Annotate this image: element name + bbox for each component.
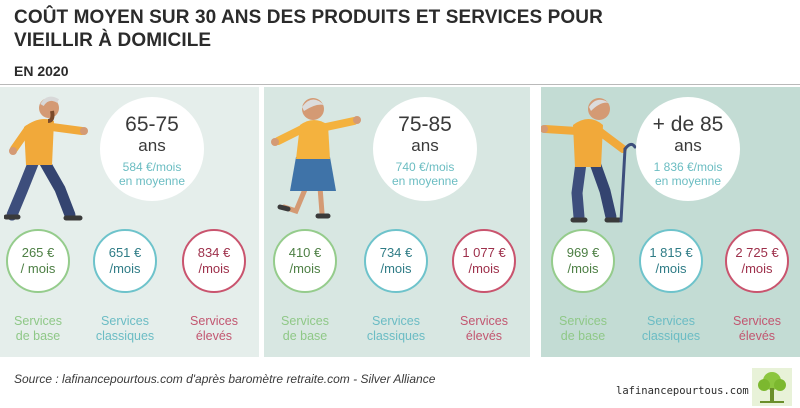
tier-label-line-1: Services (190, 314, 238, 328)
high-services-label: Services élevés (720, 314, 794, 344)
base-services-label: Services de base (546, 314, 620, 344)
age-unit: ans (674, 136, 702, 155)
classic-services-cost-badge: 1 815 € /mois (639, 229, 703, 293)
cost-amount: 2 725 € (735, 245, 779, 260)
classic-services-cost-badge: 734 € /mois (364, 229, 428, 293)
cost-unit: /mois (567, 261, 599, 276)
cost-unit: / mois (20, 261, 56, 276)
page-title-line-2: VIEILLIR À DOMICILE (14, 30, 212, 51)
base-services-cost-badge: 969 € /mois (551, 229, 615, 293)
age-bubble: 75-85 ans 740 €/mois en moyenne (373, 97, 477, 201)
monthly-cost: 740 €/mois (395, 160, 455, 174)
tier-label-line-1: Services (733, 314, 781, 328)
base-services-label: Services de base (1, 314, 75, 344)
tier-label-line-2: élevés (465, 329, 503, 343)
high-services-cost-badge: 2 725 € /mois (725, 229, 789, 293)
tier-label-line-2: classiques (95, 329, 155, 343)
age-unit: ans (411, 136, 439, 155)
cost-unit: /mois (655, 261, 687, 276)
cost-unit: /mois (289, 261, 321, 276)
tier-label-line-1: Services (372, 314, 420, 328)
age-group-panel-85-plus: + de 85 ans 1 836 €/mois en moyenne 969 … (541, 87, 800, 357)
high-services-label: Services élevés (177, 314, 251, 344)
age-bubble: + de 85 ans 1 836 €/mois en moyenne (636, 97, 740, 201)
base-services-cost-badge: 265 € / mois (6, 229, 70, 293)
site-watermark: lafinancepourtous.com (616, 385, 749, 397)
classic-services-label: Services classiques (634, 314, 708, 344)
base-services-cost-badge: 410 € /mois (273, 229, 337, 293)
tier-label-line-2: de base (282, 329, 328, 343)
tier-label-line-1: Services (14, 314, 62, 328)
cost-amount: 651 € (108, 245, 142, 260)
average-label: en moyenne (391, 174, 459, 188)
cost-unit: /mois (109, 261, 141, 276)
cost-amount: 1 077 € (462, 245, 506, 260)
tier-label-line-1: Services (647, 314, 695, 328)
age-range: + de 85 (652, 113, 724, 136)
elderly-man-dancing-icon (4, 96, 88, 221)
average-label: en moyenne (118, 174, 186, 188)
monthly-cost: 584 €/mois (122, 160, 182, 174)
cost-amount: 1 815 € (649, 245, 693, 260)
tier-label-line-1: Services (559, 314, 607, 328)
classic-services-label: Services classiques (359, 314, 433, 344)
high-services-label: Services élevés (447, 314, 521, 344)
age-range: 65-75 (125, 113, 179, 136)
age-unit: ans (138, 136, 166, 155)
source-note: Source : lafinancepourtous.com d'après b… (14, 372, 436, 386)
age-range: 75-85 (398, 113, 452, 136)
cost-unit: /mois (741, 261, 773, 276)
tier-label-line-1: Services (281, 314, 329, 328)
tier-label-line-2: de base (560, 329, 606, 343)
cost-unit: /mois (198, 261, 230, 276)
high-services-cost-badge: 834 € /mois (182, 229, 246, 293)
page-title-line-1: COÛT MOYEN SUR 30 ANS DES PRODUITS ET SE… (14, 7, 603, 28)
tier-label-line-2: classiques (641, 329, 701, 343)
tier-label-line-2: élevés (195, 329, 233, 343)
age-group-panel-65-75: 65-75 ans 584 €/mois en moyenne 265 € / … (0, 87, 259, 357)
page-subtitle: EN 2020 (14, 63, 69, 79)
tier-label-line-2: de base (15, 329, 61, 343)
classic-services-label: Services classiques (88, 314, 162, 344)
high-services-cost-badge: 1 077 € /mois (452, 229, 516, 293)
tier-label-line-1: Services (101, 314, 149, 328)
age-group-panel-75-85: 75-85 ans 740 €/mois en moyenne 410 € /m… (264, 87, 530, 357)
elderly-woman-dancing-icon (271, 98, 361, 219)
cost-unit: /mois (468, 261, 500, 276)
classic-services-cost-badge: 651 € /mois (93, 229, 157, 293)
elderly-man-with-cane-icon (541, 98, 637, 223)
title-divider (0, 84, 800, 85)
cost-amount: 734 € (379, 245, 413, 260)
cost-amount: 969 € (566, 245, 600, 260)
tier-label-line-2: classiques (366, 329, 426, 343)
cost-amount: 410 € (288, 245, 322, 260)
tier-label-line-2: élevés (738, 329, 776, 343)
tree-logo-icon (752, 368, 792, 406)
cost-amount: 265 € (21, 245, 55, 260)
base-services-label: Services de base (268, 314, 342, 344)
cost-unit: /mois (380, 261, 412, 276)
age-bubble: 65-75 ans 584 €/mois en moyenne (100, 97, 204, 201)
tier-label-line-1: Services (460, 314, 508, 328)
page-title: COÛT MOYEN SUR 30 ANS DES PRODUITS ET SE… (14, 6, 634, 52)
average-label: en moyenne (654, 174, 722, 188)
monthly-cost: 1 836 €/mois (653, 160, 723, 174)
cost-amount: 834 € (197, 245, 231, 260)
